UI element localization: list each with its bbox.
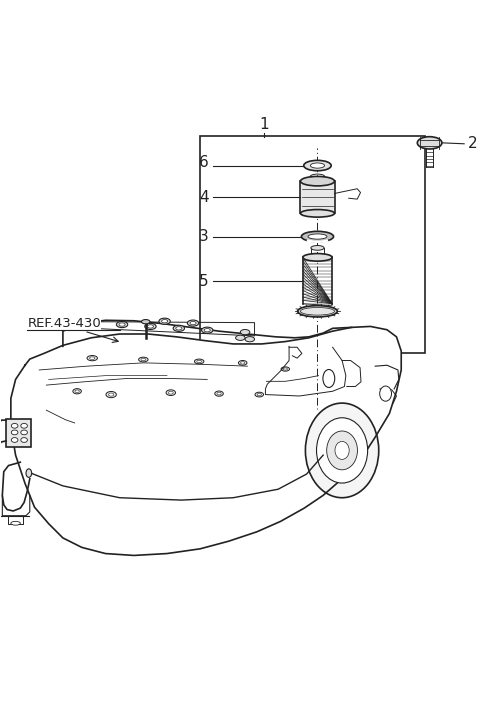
Ellipse shape <box>283 368 288 370</box>
Ellipse shape <box>145 323 156 329</box>
Ellipse shape <box>215 391 223 397</box>
Ellipse shape <box>166 390 176 396</box>
Ellipse shape <box>187 320 199 326</box>
Ellipse shape <box>142 319 150 324</box>
Bar <box>6 419 31 446</box>
Polygon shape <box>11 327 401 555</box>
Text: 2: 2 <box>468 136 477 151</box>
Ellipse shape <box>159 318 170 324</box>
Ellipse shape <box>21 438 27 443</box>
Ellipse shape <box>147 324 154 328</box>
Ellipse shape <box>116 322 128 327</box>
Ellipse shape <box>217 392 221 395</box>
Ellipse shape <box>162 319 168 323</box>
Ellipse shape <box>197 360 202 363</box>
Text: 3: 3 <box>199 229 209 244</box>
Ellipse shape <box>240 362 245 364</box>
Text: REF.43-430: REF.43-430 <box>27 317 101 330</box>
Ellipse shape <box>300 210 335 217</box>
Ellipse shape <box>108 393 114 396</box>
Ellipse shape <box>257 394 262 396</box>
Ellipse shape <box>301 231 334 242</box>
Ellipse shape <box>87 355 97 360</box>
Ellipse shape <box>281 367 289 371</box>
Ellipse shape <box>75 390 79 392</box>
Ellipse shape <box>316 417 368 483</box>
Ellipse shape <box>303 254 332 261</box>
Ellipse shape <box>141 358 146 360</box>
Ellipse shape <box>327 431 358 470</box>
Ellipse shape <box>298 306 337 317</box>
Ellipse shape <box>311 246 324 250</box>
Ellipse shape <box>245 337 254 342</box>
Ellipse shape <box>311 163 324 168</box>
Ellipse shape <box>380 386 392 401</box>
Ellipse shape <box>239 360 247 366</box>
Polygon shape <box>303 257 332 304</box>
Ellipse shape <box>335 441 349 459</box>
Text: 4: 4 <box>199 190 209 205</box>
Bar <box>200 136 425 353</box>
Ellipse shape <box>173 325 184 332</box>
Text: 6: 6 <box>199 155 209 170</box>
Ellipse shape <box>12 430 18 435</box>
Ellipse shape <box>417 137 442 149</box>
Text: 1: 1 <box>259 118 269 133</box>
Ellipse shape <box>202 327 213 333</box>
Ellipse shape <box>240 329 250 335</box>
Ellipse shape <box>194 359 204 364</box>
Ellipse shape <box>11 521 20 525</box>
Ellipse shape <box>139 357 148 362</box>
Ellipse shape <box>21 423 27 428</box>
Ellipse shape <box>304 160 331 171</box>
Bar <box>300 181 335 213</box>
Ellipse shape <box>26 469 32 477</box>
Ellipse shape <box>12 438 18 443</box>
Ellipse shape <box>236 335 245 340</box>
Ellipse shape <box>255 392 264 397</box>
Ellipse shape <box>323 369 335 387</box>
Ellipse shape <box>168 392 173 394</box>
Ellipse shape <box>119 323 125 326</box>
Ellipse shape <box>308 234 327 239</box>
Ellipse shape <box>106 392 116 398</box>
Ellipse shape <box>190 322 196 324</box>
Ellipse shape <box>204 329 210 332</box>
Ellipse shape <box>73 389 81 394</box>
Ellipse shape <box>12 423 18 428</box>
Ellipse shape <box>300 177 335 186</box>
Ellipse shape <box>176 327 182 330</box>
Text: 5: 5 <box>199 273 209 288</box>
Ellipse shape <box>21 430 27 435</box>
Ellipse shape <box>90 357 95 360</box>
Ellipse shape <box>300 307 335 315</box>
Ellipse shape <box>305 403 379 497</box>
